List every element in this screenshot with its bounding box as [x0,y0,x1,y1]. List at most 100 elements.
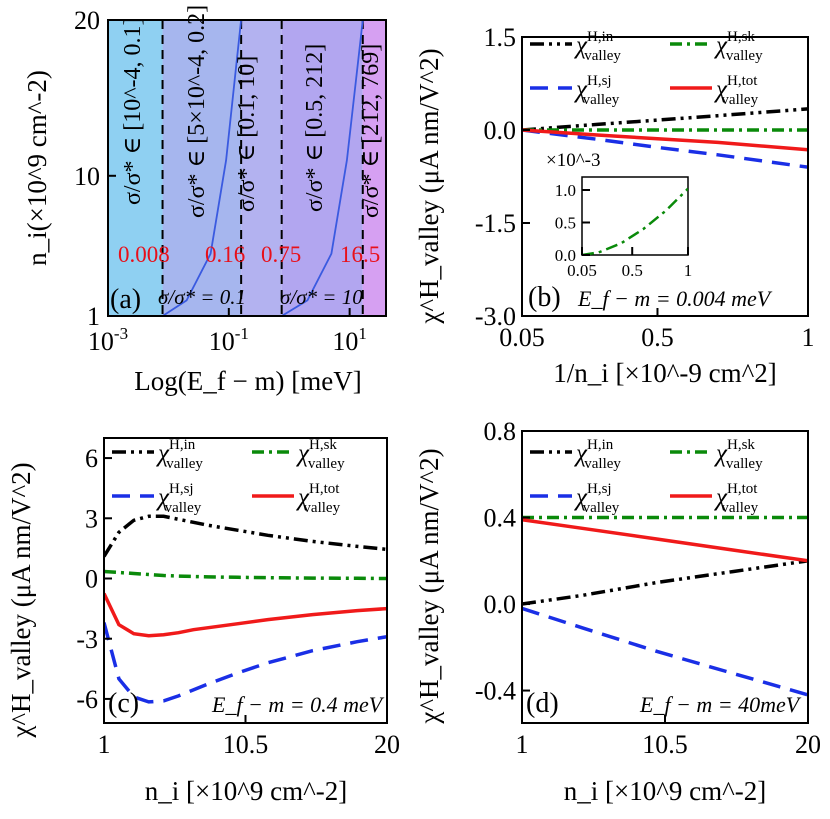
panel-c-frame [103,437,388,724]
legend-sub-sj: valley [583,500,620,516]
series-in-line [522,107,808,132]
legend-sub-tot: valley [721,92,758,108]
b-xtick-label: 0.5 [641,323,674,352]
legend-label-in: χH,in valley [156,437,203,472]
d-xtick-label: 20 [795,730,821,759]
region-band [241,20,282,316]
region-label-4: σ/σ* ∈ [0.5, 212] [302,44,328,212]
legend-label-in: χH,in valley [574,29,621,64]
series-tot-line [522,517,808,563]
inset-multiplier: ×10^-3 [546,150,600,171]
inset-ytick-label: 0.0 [555,246,576,265]
region-band [162,20,242,316]
legend-label-sk: χH,sk valley [714,29,763,64]
inset-xtick-label: 0.5 [622,261,643,280]
legend-sup-in: H,in [587,437,614,453]
contour-line [281,20,364,316]
b-xtick-label: 0.05 [499,323,545,352]
legend-sub-in: valley [166,456,203,472]
c-ytick-label: -6 [76,685,98,714]
region-band [281,20,363,316]
a-ytick-label: 10 [74,162,100,191]
c-ytick-label: 6 [85,444,98,473]
region-label-5: σ/σ* ∈ [212, 769] [358,44,384,218]
b-ytick-label: -3.0 [475,302,516,331]
a-xtick-exp: 1 [358,324,367,343]
panel-a-xlabel: Log(E_f − m) [meV] [134,366,361,396]
series-sj-line [104,622,387,704]
series-tot-line [522,128,808,152]
a-xtick-label: 10-1 [209,324,249,356]
a-xtick-exp: -3 [114,324,128,343]
legend-sub-sk: valley [308,456,345,472]
inset-ytick-label: 1.0 [555,181,576,200]
inset-ytick-label: 0.5 [555,213,576,232]
region-label-3: σ/σ* ∈ [0.1, 10] [234,56,260,212]
series-in-line [522,559,808,606]
legend-label-sj: χH,sj valley [156,481,202,516]
b-ytick-label: 1.5 [484,23,517,52]
a-xtick-exp: -1 [235,324,249,343]
panel-b-annotation: E_f − m = 0.004 meV [577,286,773,311]
panel-c-annotation: E_f − m = 0.4 meV [211,692,385,717]
panel-d-frame [521,430,809,724]
legend-label-sk: χH,sk valley [296,437,345,472]
legend-label-sj: χH,sj valley [574,481,620,516]
c-ytick-label: -3 [76,625,98,654]
legend-sup-sj: H,sj [587,73,612,89]
legend-sup-sk: H,sk [727,29,755,45]
d-ytick-label: 0.0 [484,590,517,619]
panel-b-label: (b) [528,282,561,313]
legend-sub-in: valley [584,48,621,64]
panel-b-xlabel: 1/n_i [×10^-9 cm^2] [553,358,777,388]
contour-label-2: σ/σ* = 10 [280,285,363,309]
region-label-2: σ/σ* ∈ [5×10^-4, 0.2] [184,5,210,218]
legend-label-tot: χH,tot valley [296,481,341,516]
b-ytick-label: 0.0 [484,116,517,145]
a-ytick-label: 1 [87,302,100,331]
legend-sub-tot: valley [303,500,340,516]
boundary-label-4: 16.5 [340,242,380,267]
legend-label-tot: χH,tot valley [714,481,759,516]
panel-d-annotation: E_f − m = 40meV [639,692,802,717]
legend-sup-in: H,in [169,437,196,453]
a-ytick-label: 20 [74,6,100,35]
panel-d-ylabel: χ^H_valley (μA nm/V^2) [414,448,444,724]
panel-b-ylabel: χ^H_valley (μA nm/V^2) [414,48,444,324]
panel-b: 0.05 0.5 11.50.0-1.5-3.0 χH,in valley χH,sk v… [414,23,815,388]
legend-sup-tot: H,tot [727,73,758,89]
c-xtick-label: 10.5 [223,730,269,759]
legend-sup-in: H,in [587,29,614,45]
series-sj-line [522,128,808,169]
inset-xtick-label: 0.05 [567,261,597,280]
panel-d: 1 10.5 200.80.40.0-0.4 χH,in valley χH,sk val… [414,417,821,806]
d-ytick-label: -0.4 [475,677,516,706]
c-xtick-label: 20 [374,730,400,759]
panel-b-frame [521,36,809,317]
legend-sub-tot: valley [721,500,758,516]
d-xtick-label: 1 [516,730,529,759]
inset-xtick-label: 1 [684,261,693,280]
c-ytick-label: 3 [85,504,98,533]
legend-sup-sj: H,sj [587,481,612,497]
boundary-label-3: 0.75 [261,242,301,267]
c-xtick-label: 1 [98,730,111,759]
series-tot-line [104,592,387,638]
region-band [108,20,163,316]
legend-sub-sk: valley [726,456,763,472]
panel-d-label: (d) [526,688,559,719]
a-xtick-label: 101 [332,324,367,356]
panel-c-ylabel: χ^H_valley (μA nm/V^2) [6,462,36,738]
panel-c-label: (c) [108,688,139,719]
panel-a-ylabel: n_i(×10^9 cm^-2) [22,70,52,266]
legend-sup-sk: H,sk [309,437,337,453]
d-ytick-label: 0.8 [484,417,517,446]
panel-d-xlabel: n_i [×10^9 cm^-2] [564,776,767,806]
inset-series-line [582,187,688,255]
series-sk-line [104,569,387,581]
panel-c-xlabel: n_i [×10^9 cm^-2] [145,776,348,806]
legend-sup-sk: H,sk [727,437,755,453]
